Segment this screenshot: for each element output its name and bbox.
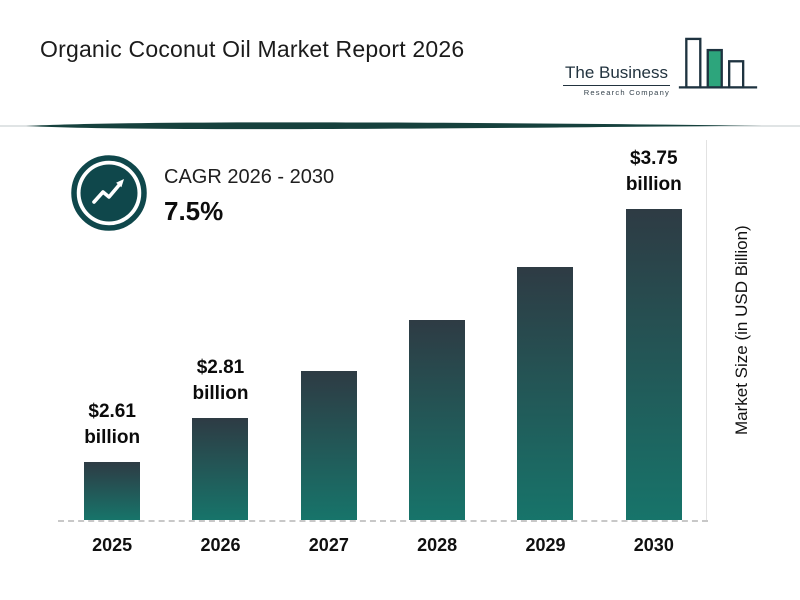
x-tick-label: 2030	[633, 535, 674, 555]
bars-track: $2.61 billion $2.81 billion $3.75 billion	[58, 142, 708, 520]
logo-bars-icon	[677, 34, 759, 101]
x-axis-baseline	[58, 520, 708, 522]
growth-arrow-icon	[70, 154, 148, 232]
bar-column: $2.61 billion	[58, 399, 166, 520]
cagr-label: CAGR 2026 - 2030	[164, 166, 335, 188]
x-tick-label: 2028	[417, 535, 458, 555]
bar	[84, 462, 141, 520]
logo-text: The Business Research Company	[563, 63, 670, 101]
header-divider	[0, 118, 800, 134]
bar-value-amount: $2.61	[88, 400, 136, 422]
bar-value-amount: $2.81	[196, 356, 245, 378]
page-title: Organic Coconut Oil Market Report 2026	[40, 36, 465, 62]
logo-sub-text: Research Company	[583, 88, 670, 97]
y-axis-title: Market Size (in USD Billion)	[732, 225, 751, 435]
bar-value-label: $2.61 billion	[84, 399, 140, 452]
bar-column	[275, 371, 383, 520]
bar-column: $2.81 billion	[166, 355, 274, 520]
company-logo: The Business Research Company	[563, 34, 759, 101]
bar-chart: $2.61 billion $2.81 billion $3.75 billion 202…	[58, 142, 708, 556]
right-axis-line	[706, 140, 707, 520]
bar	[409, 320, 466, 520]
x-tick-label: 2025	[92, 535, 133, 555]
bar-column	[383, 320, 491, 520]
x-tick-label: 2029	[525, 535, 566, 555]
bar-value-unit: billion	[192, 383, 249, 405]
x-tick-label: 2027	[308, 535, 349, 555]
x-ticks: 2025 2026 2027 2028 2029 2030	[58, 535, 708, 556]
bar-value-label: $3.75 billion	[626, 146, 682, 199]
bar	[517, 267, 574, 520]
bar-value-amount: $3.75	[630, 147, 678, 169]
bar	[300, 371, 357, 520]
logo-name-text: The Business	[563, 63, 670, 86]
x-tick-label: 2026	[200, 535, 241, 555]
bar-value-unit: billion	[84, 427, 141, 449]
cagr-block: CAGR 2026 - 2030 7.5%	[164, 166, 334, 227]
bar-value-label: $2.81 billion	[193, 355, 249, 408]
bar	[192, 418, 249, 520]
bar-column	[491, 267, 599, 520]
bar	[625, 209, 682, 520]
bar-value-unit: billion	[625, 174, 682, 196]
bar-column: $3.75 billion	[600, 146, 708, 520]
cagr-value: 7.5%	[164, 196, 224, 226]
